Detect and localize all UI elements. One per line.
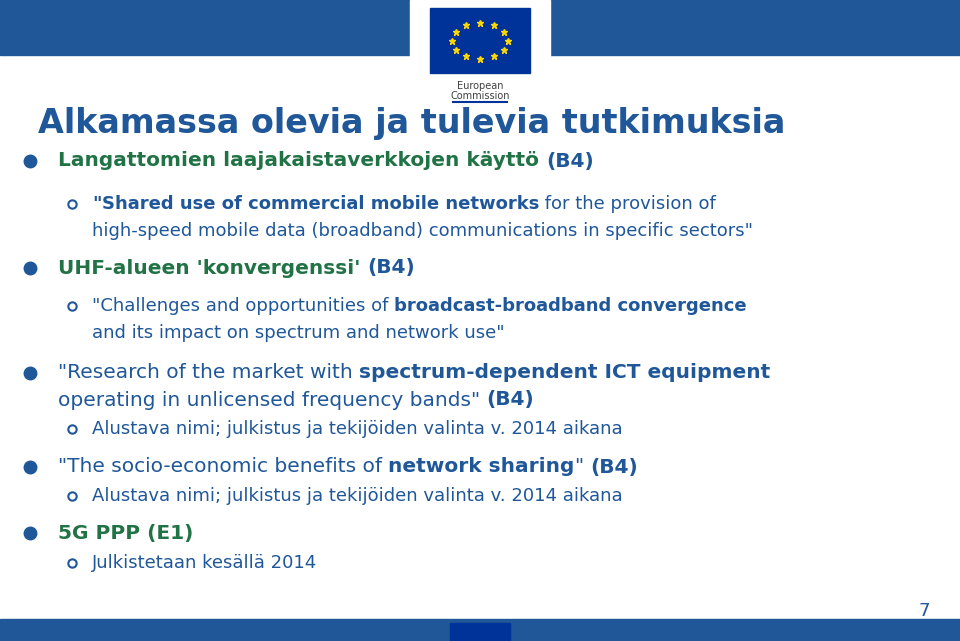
Text: Alustava nimi; julkistus ja tekijöiden valinta v. 2014 aikana: Alustava nimi; julkistus ja tekijöiden v…: [92, 420, 623, 438]
Bar: [430, 8, 530, 73]
Bar: [410, 0, 550, 100]
Text: broadcast-broadband convergence: broadcast-broadband convergence: [395, 297, 747, 315]
Text: (B4): (B4): [487, 390, 535, 410]
Text: Alustava nimi; julkistus ja tekijöiden valinta v. 2014 aikana: Alustava nimi; julkistus ja tekijöiden v…: [92, 487, 623, 505]
Text: "Challenges and opportunities of: "Challenges and opportunities of: [92, 297, 395, 315]
Bar: [450, 623, 510, 641]
Text: Langattomien laajakaistaverkkojen käyttö: Langattomien laajakaistaverkkojen käyttö: [58, 151, 546, 171]
Text: Alkamassa olevia ja tulevia tutkimuksia: Alkamassa olevia ja tulevia tutkimuksia: [38, 107, 785, 140]
Text: Julkistetaan kesällä 2014: Julkistetaan kesällä 2014: [92, 554, 317, 572]
Text: for the provision of: for the provision of: [539, 195, 715, 213]
Text: Shared use of commercial mobile networks: Shared use of commercial mobile networks: [102, 195, 539, 213]
Text: (B4): (B4): [590, 458, 638, 476]
Text: operating in unlicensed frequency bands": operating in unlicensed frequency bands": [58, 390, 487, 410]
Text: ": ": [92, 195, 102, 213]
Text: UHF-alueen 'konvergenssi': UHF-alueen 'konvergenssi': [58, 258, 368, 278]
Text: 5G PPP (E1): 5G PPP (E1): [58, 524, 193, 542]
Bar: [0, 619, 960, 641]
Text: "Research of the market with: "Research of the market with: [58, 363, 359, 383]
Text: network sharing: network sharing: [389, 458, 575, 476]
Text: Commission: Commission: [450, 91, 510, 101]
Text: ": ": [575, 458, 590, 476]
Text: high-speed mobile data (broadband) communications in specific sectors": high-speed mobile data (broadband) commu…: [92, 222, 753, 240]
Text: European: European: [457, 81, 503, 91]
Text: and its impact on spectrum and network use": and its impact on spectrum and network u…: [92, 324, 505, 342]
Text: (B4): (B4): [368, 258, 415, 278]
Bar: [0, 0, 960, 55]
Text: spectrum-dependent ICT equipment: spectrum-dependent ICT equipment: [359, 363, 770, 383]
Text: "The socio-economic benefits of: "The socio-economic benefits of: [58, 458, 389, 476]
Text: 7: 7: [919, 602, 930, 620]
Text: (B4): (B4): [546, 151, 593, 171]
